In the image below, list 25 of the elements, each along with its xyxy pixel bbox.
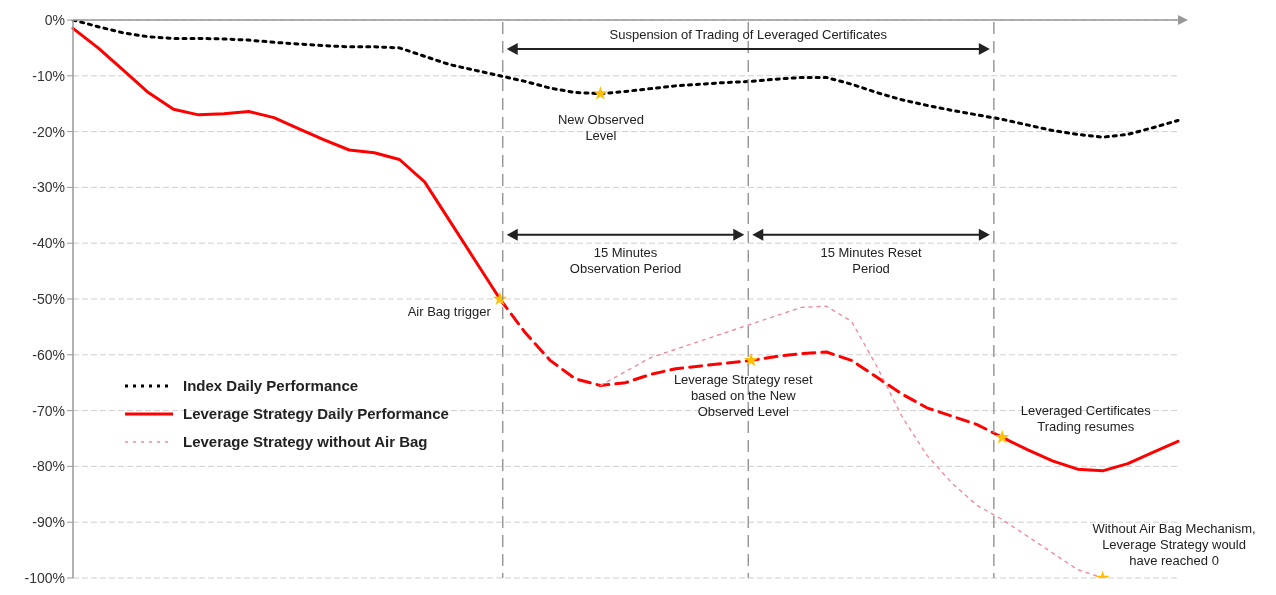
annotation: Leverage Strategy reset based on the New Observed Level: [673, 372, 814, 420]
y-tick-label: -70%: [32, 402, 65, 419]
point: [995, 429, 1010, 444]
annotation: Air Bag trigger: [407, 304, 492, 319]
point: [743, 352, 759, 367]
annotation: 15 Minutes Reset Period: [820, 245, 923, 277]
y-tick-label: -90%: [32, 514, 65, 531]
legend-label: Leverage Strategy without Air Bag: [183, 433, 429, 451]
annotation: Suspension of Trading of Leveraged Certificates: [609, 27, 888, 43]
annotation: 15 Minutes Observation Period: [569, 245, 682, 277]
y-tick-label: -40%: [32, 235, 65, 252]
annotation: Without Air Bag Mechanism, Leverage Strategy would have reached 0: [1092, 521, 1256, 568]
annotation: Leveraged Certificates Trading resumes: [1020, 403, 1152, 435]
legend-label: Index Daily Performance: [183, 377, 360, 395]
y-tick-label: -100%: [24, 569, 65, 586]
point: [593, 86, 608, 100]
y-tick-label: -30%: [32, 179, 65, 196]
y-tick-label: -80%: [32, 458, 65, 475]
y-tick-label: -50%: [32, 290, 65, 307]
y-tick-label: 0%: [44, 11, 65, 28]
y-tick-label: -10%: [32, 67, 65, 84]
y-tick-label: -20%: [32, 123, 65, 140]
legend-label: Leverage Strategy Daily Performance: [183, 405, 450, 423]
y-tick-label: -60%: [32, 346, 65, 363]
annotation: New Observed Level: [557, 111, 644, 143]
